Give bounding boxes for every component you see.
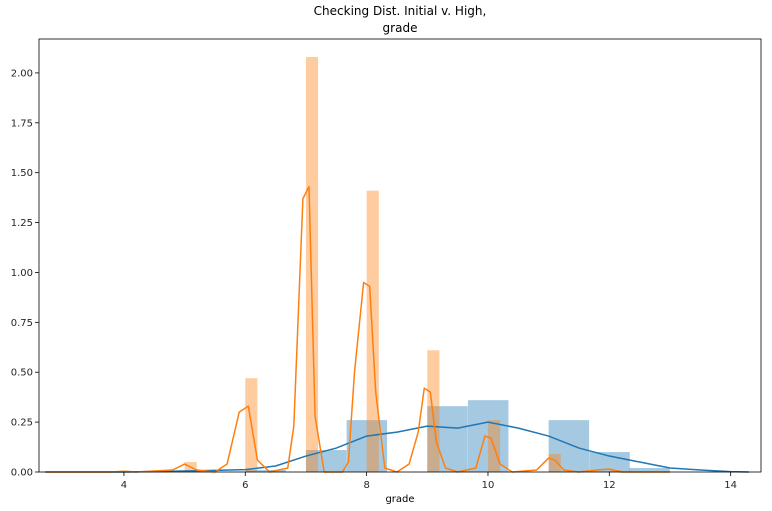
y-tick-label-5: 1.25	[11, 218, 33, 229]
chart-title: Checking Dist. Initial v. High, grade	[314, 4, 487, 35]
x-tick-label-2: 8	[363, 480, 369, 491]
y-tick-label-3: 0.75	[11, 318, 33, 329]
x-tick-label-3: 10	[482, 480, 495, 491]
kde-line-s1	[45, 185, 670, 473]
y-tick-label-7: 1.75	[11, 118, 33, 129]
chart-title-line-2: grade	[383, 21, 418, 35]
plot-frame	[38, 38, 762, 473]
y-tick-label-2: 0.50	[11, 368, 33, 379]
hist-bar-s0-6	[589, 452, 630, 472]
x-tick-label-1: 6	[242, 480, 248, 491]
hist-bar-s1-2	[305, 56, 319, 473]
y-tick-label-0: 0.00	[11, 468, 33, 479]
x-tick-label-4: 12	[603, 480, 616, 491]
hist-bar-s1-6	[548, 454, 561, 472]
hist-bar-s0-7	[629, 468, 670, 472]
x-tick-label-5: 14	[724, 480, 737, 491]
y-tick-label-6: 1.50	[11, 168, 33, 179]
chart-title-line-1: Checking Dist. Initial v. High,	[314, 4, 487, 18]
hist-bar-s0-4	[467, 400, 509, 472]
y-tick-label-1: 0.25	[11, 418, 33, 429]
axes: 4 6 8 10 12 14 0.00 0.25 0.50 0.75 1.00 1.25 1.50 1.7…	[11, 38, 762, 491]
hist-bar-s0-0	[245, 470, 286, 472]
y-tick-label-4: 1.00	[11, 268, 33, 279]
hist-bar-s0-1	[305, 450, 347, 472]
x-tick-label-0: 4	[121, 480, 127, 491]
y-tick-label-8: 2.00	[11, 68, 33, 79]
plot-marks	[45, 56, 749, 473]
kde-line-s0	[45, 421, 749, 473]
x-axis-label: grade	[385, 494, 414, 505]
hist-bar-s0-5	[548, 420, 590, 472]
